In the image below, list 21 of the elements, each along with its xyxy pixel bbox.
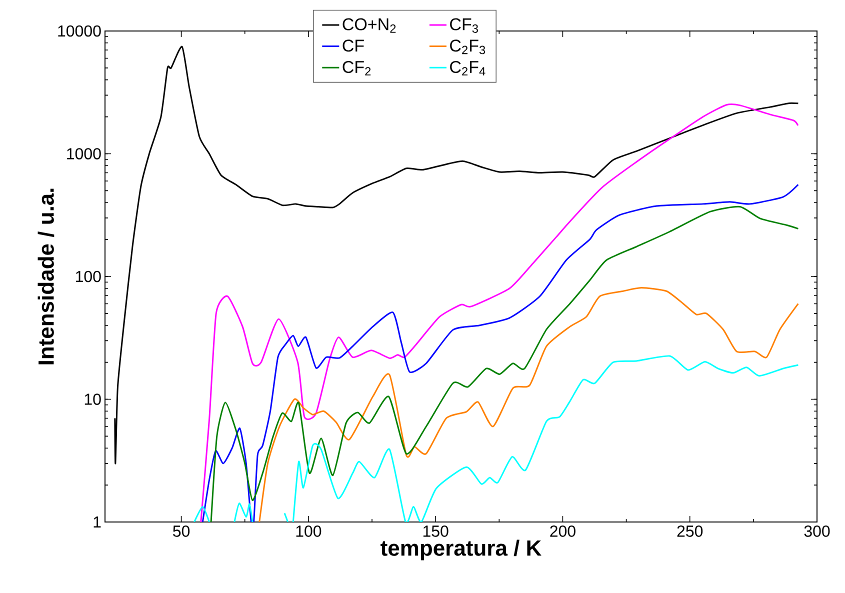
y-tick-label: 1000 (67, 148, 101, 160)
legend-label: CO+N$_{2}$ (342, 18, 396, 33)
x-tick-label: 100 (296, 526, 322, 537)
x-tick-label: 150 (423, 526, 448, 537)
y-tick-label: 10000 (58, 25, 101, 37)
y-tick-label: 1 (94, 516, 101, 528)
x-tick-label: 200 (550, 526, 576, 537)
x-tick-label: 50 (173, 526, 190, 537)
x-tick-label: 300 (804, 526, 830, 537)
legend-label: C$_{2}$F$_{3}$ (450, 40, 486, 54)
legend-label: CF$_{3}$ (450, 18, 478, 33)
legend-label: C$_{2}$F$_{4}$ (450, 60, 486, 76)
line-series (258, 286, 799, 522)
y-tick-label: 10 (84, 394, 101, 405)
y-axis-title: Intensidade / u.a. (38, 188, 54, 364)
line-series (200, 104, 799, 522)
legend-label: CF (342, 40, 364, 52)
legend-label: CF$_{2}$ (342, 60, 371, 76)
x-axis-title: temperatura / K (380, 540, 542, 560)
x-tick-label: 250 (677, 526, 703, 537)
y-tick-label: 100 (76, 270, 101, 282)
